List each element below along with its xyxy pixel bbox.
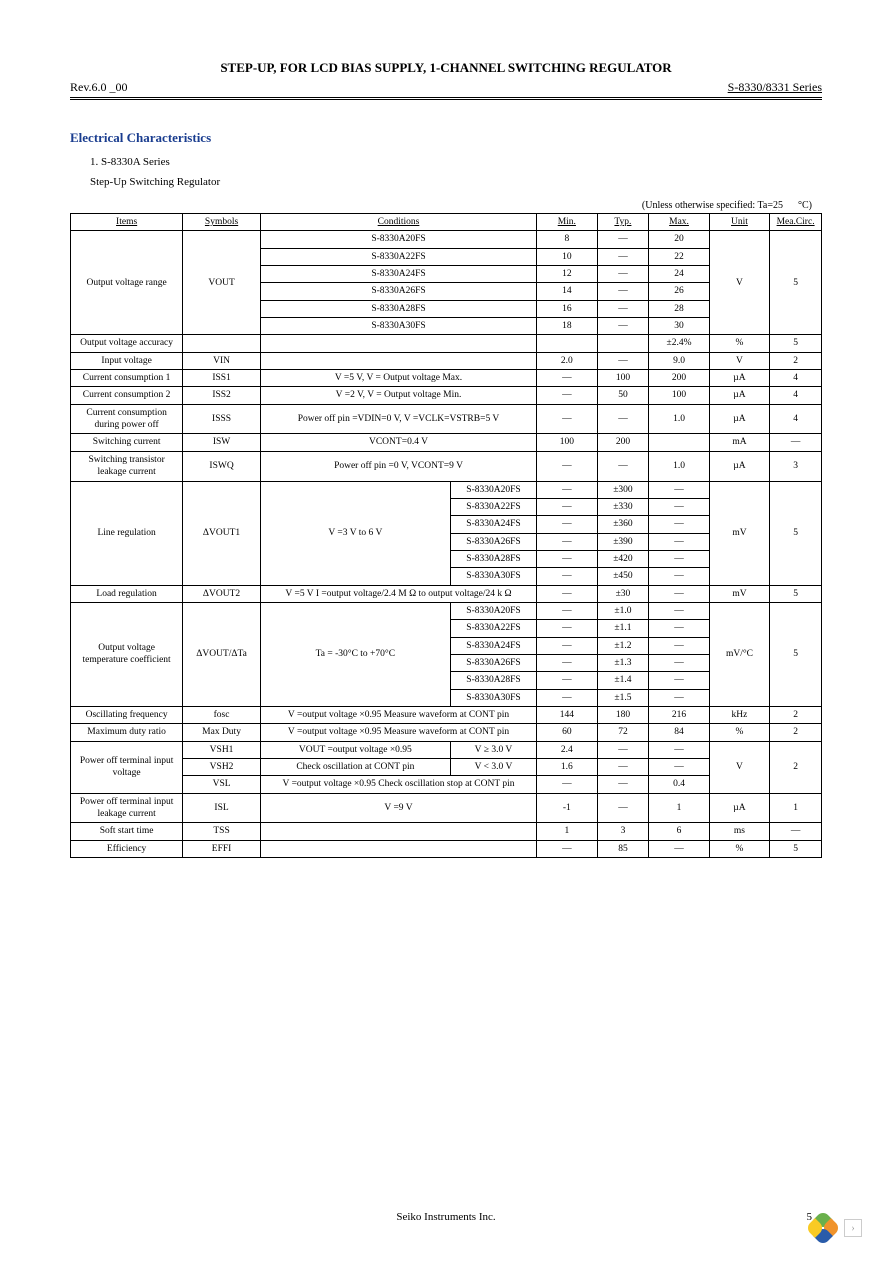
table-row: Soft start timeTSS136ms— — [71, 823, 822, 840]
cell-cond: S-8330A20FS — [260, 231, 536, 248]
table-row: VSL V =output voltage ×0.95 Check oscill… — [71, 776, 822, 793]
th-circ: Mea.Circ. — [770, 214, 822, 231]
cell-unit: V — [709, 231, 769, 335]
table-row: EfficiencyEFFI—85—%5 — [71, 840, 822, 857]
table-row: Input voltageVIN2.0—9.0V2 — [71, 352, 822, 369]
cell-min: 8 — [537, 231, 597, 248]
th-max: Max. — [649, 214, 709, 231]
table-row: Output voltage accuracy±2.4%%5 — [71, 335, 822, 352]
table-row: Line regulation ΔVOUT1 V =3 V to 6 V S-8… — [71, 481, 822, 498]
table-row: Load regulationΔVOUT2V =5 V I =output vo… — [71, 585, 822, 602]
table-row: Output voltage temperature coefficient Δ… — [71, 602, 822, 619]
table-row: Oscillating frequencyfoscV =output volta… — [71, 706, 822, 723]
series-label: S-8330/8331 Series — [728, 80, 822, 95]
table-row: Maximum duty ratioMax DutyV =output volt… — [71, 724, 822, 741]
spec-table: Items Symbols Conditions Min. Typ. Max. … — [70, 213, 822, 858]
header-row: Rev.6.0 _00 S-8330/8331 Series — [70, 80, 822, 100]
cell-sym: VOUT — [183, 231, 261, 335]
cell-max: 20 — [649, 231, 709, 248]
next-page-button[interactable]: › — [844, 1219, 862, 1237]
table-row: Power off terminal input voltage VSH1 VO… — [71, 741, 822, 758]
table-row: Current consumption 1ISS1V =5 V, V = Out… — [71, 370, 822, 387]
cell-typ: — — [597, 231, 649, 248]
th-conditions: Conditions — [260, 214, 536, 231]
th-items: Items — [71, 214, 183, 231]
subsection-1: 1. S-8330A Series — [90, 156, 822, 168]
viewer-controls: › — [808, 1213, 862, 1243]
doc-title: STEP-UP, FOR LCD BIAS SUPPLY, 1-CHANNEL … — [70, 60, 822, 76]
table-row: Output voltage range VOUT S-8330A20FS 8 … — [71, 231, 822, 248]
table-row: Switching currentISWVCONT=0.4 V100200mA— — [71, 434, 822, 451]
conditions-note: (Unless otherwise specified: Ta=25 °C) — [70, 200, 822, 211]
revision: Rev.6.0 _00 — [70, 80, 128, 95]
cell-item: Output voltage range — [71, 231, 183, 335]
th-typ: Typ. — [597, 214, 649, 231]
table-row: Power off terminal input leakage current… — [71, 793, 822, 823]
table-row: Switching transistor leakage currentISWQ… — [71, 451, 822, 481]
table-header-row: Items Symbols Conditions Min. Typ. Max. … — [71, 214, 822, 231]
table-row: VSH2 Check oscillation at CONT pin V < 3… — [71, 759, 822, 776]
th-unit: Unit — [709, 214, 769, 231]
table-row: Current consumption 2ISS2V =2 V, V = Out… — [71, 387, 822, 404]
th-min: Min. — [537, 214, 597, 231]
cell-circ: 5 — [770, 231, 822, 335]
table-row: Current consumption during power offISSS… — [71, 404, 822, 434]
footer-company: Seiko Instruments Inc. — [0, 1211, 892, 1223]
th-symbols: Symbols — [183, 214, 261, 231]
logo-icon — [808, 1213, 838, 1243]
subsection-2: Step-Up Switching Regulator — [90, 176, 822, 188]
section-title: Electrical Characteristics — [70, 130, 822, 146]
